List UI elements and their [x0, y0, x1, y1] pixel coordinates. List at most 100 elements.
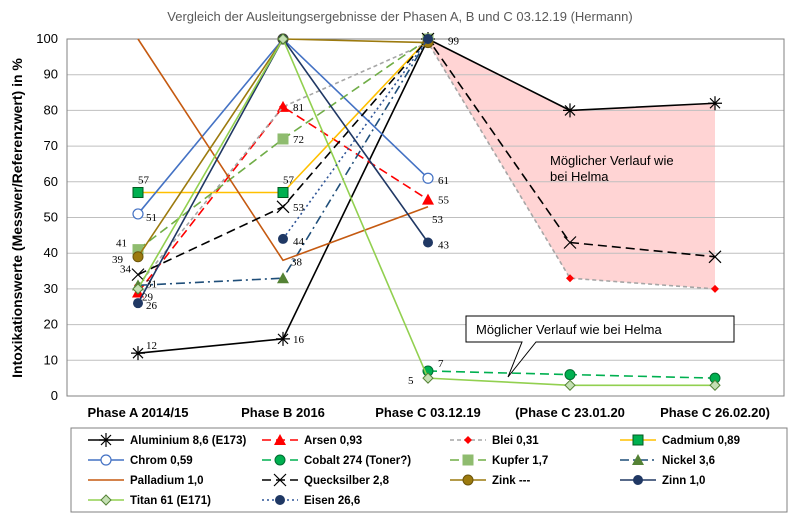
x-axis: Phase A 2014/15 Phase B 2016 Phase C 03.12…: [88, 405, 770, 420]
legend-entry: Quecksilber 2,8: [262, 473, 390, 487]
legend-entry: Arsen 0,93: [262, 434, 362, 447]
legend-label: Palladium 1,0: [130, 475, 204, 487]
data-point: [563, 236, 577, 249]
legend-entry: Zinn 1,0: [620, 475, 705, 487]
data-label: 12: [146, 340, 157, 352]
data-point: [708, 250, 722, 264]
data-point: [632, 454, 644, 465]
data-label: 26: [146, 300, 158, 312]
data-point: [711, 284, 719, 293]
callout-box: [465, 315, 735, 378]
series-layer: [131, 32, 722, 391]
series: [132, 33, 721, 391]
data-label: 29: [142, 291, 154, 303]
legend-entry: Aluminium 8,6 (E173): [88, 433, 246, 447]
series-line: [137, 38, 429, 287]
data-point: [99, 433, 113, 447]
data-label: 61: [438, 175, 449, 187]
y-tick-label: 100: [36, 31, 58, 46]
legend-label: Cobalt 274 (Toner?): [304, 455, 411, 467]
data-point: [563, 103, 577, 118]
data-point: [276, 331, 290, 346]
data-point: [464, 436, 472, 444]
data-label: 51: [146, 212, 157, 224]
legend-entry: Chrom 0,59: [88, 454, 193, 467]
series-line: [137, 38, 429, 262]
y-tick-label: 90: [44, 67, 58, 82]
data-label: 99: [448, 36, 460, 48]
data-label: 38: [291, 256, 303, 268]
data-point: [633, 475, 643, 485]
legend-label: Zink ---: [492, 475, 530, 487]
data-point: [708, 96, 722, 111]
data-point: [462, 474, 474, 486]
legend-entry: Cadmium 0,89: [620, 434, 740, 447]
legend-entry: Titan 61 (E171): [88, 494, 211, 507]
series-line: [282, 38, 429, 240]
x-tick-label: Phase A 2014/15: [88, 405, 189, 420]
y-tick-label: 70: [44, 138, 58, 153]
y-tick-label: 30: [44, 281, 58, 296]
legend-entry: Nickel 3,6: [620, 454, 715, 467]
data-point: [279, 102, 287, 111]
data-point: [132, 208, 144, 220]
x-tick-label: (Phase C 23.01.20: [515, 405, 625, 420]
data-label: 39: [112, 254, 124, 266]
data-point: [632, 434, 644, 446]
data-label-layer: 12 16 29 81 55 99 57 57 51 61 7 41 72 31 38 53 34 53 39 26 4…: [112, 36, 460, 388]
data-label: 81: [293, 102, 304, 114]
legend-entry: Blei 0,31: [450, 435, 539, 447]
data-label: 5: [408, 375, 414, 387]
legend-entry: Eisen 26,6: [262, 495, 360, 507]
legend-label: Eisen 26,6: [304, 495, 360, 507]
legend-label: Nickel 3,6: [662, 455, 715, 467]
data-point: [422, 372, 434, 384]
data-point: [423, 34, 433, 44]
legend-label: Titan 61 (E171): [130, 495, 211, 507]
data-label: 57: [283, 175, 295, 187]
data-point: [274, 434, 286, 445]
series-line: [138, 38, 429, 194]
data-point: [423, 237, 433, 248]
data-point: [709, 379, 721, 391]
series: [132, 33, 434, 263]
data-label: 41: [116, 238, 127, 250]
data-label: 55: [438, 195, 450, 207]
data-point: [277, 272, 289, 284]
data-point: [274, 454, 286, 466]
data-point: [133, 298, 143, 309]
data-point: [462, 454, 474, 466]
data-label: 31: [146, 278, 157, 290]
shaded-region-layer: [428, 39, 715, 289]
data-point: [564, 369, 576, 381]
data-point: [422, 193, 434, 205]
chart-title: Vergleich der Ausleitungsergebnisse der …: [167, 9, 632, 24]
data-point: [566, 274, 574, 283]
data-point: [564, 379, 576, 391]
legend-label: Arsen 0,93: [304, 435, 362, 447]
legend-entry: Zink ---: [450, 474, 530, 487]
legend-entry: Palladium 1,0: [88, 475, 204, 487]
callout-label: Möglicher Verlauf wie bei Helma: [476, 322, 662, 337]
legend-entry: Cobalt 274 (Toner?): [262, 454, 411, 467]
shaded-region-label: bei Helma: [550, 169, 609, 184]
data-label: 34: [120, 264, 132, 276]
data-point: [277, 187, 289, 199]
legend-label: Zinn 1,0: [662, 475, 705, 487]
y-tick-label: 40: [44, 245, 58, 260]
data-label: 16: [293, 334, 305, 346]
series-line: [137, 105, 429, 293]
data-label: 72: [293, 134, 304, 146]
data-point: [132, 283, 144, 295]
y-tick-label: 60: [44, 174, 58, 189]
data-point: [277, 33, 289, 45]
y-tick-label: 0: [51, 388, 58, 403]
data-label: 53: [293, 202, 305, 214]
y-tick-label: 80: [44, 102, 58, 117]
legend-label: Quecksilber 2,8: [304, 475, 390, 487]
y-axis: 0 10 20 30 40 50 60 70 80 90 100: [36, 31, 58, 403]
data-point: [132, 187, 144, 199]
data-point: [278, 233, 288, 244]
